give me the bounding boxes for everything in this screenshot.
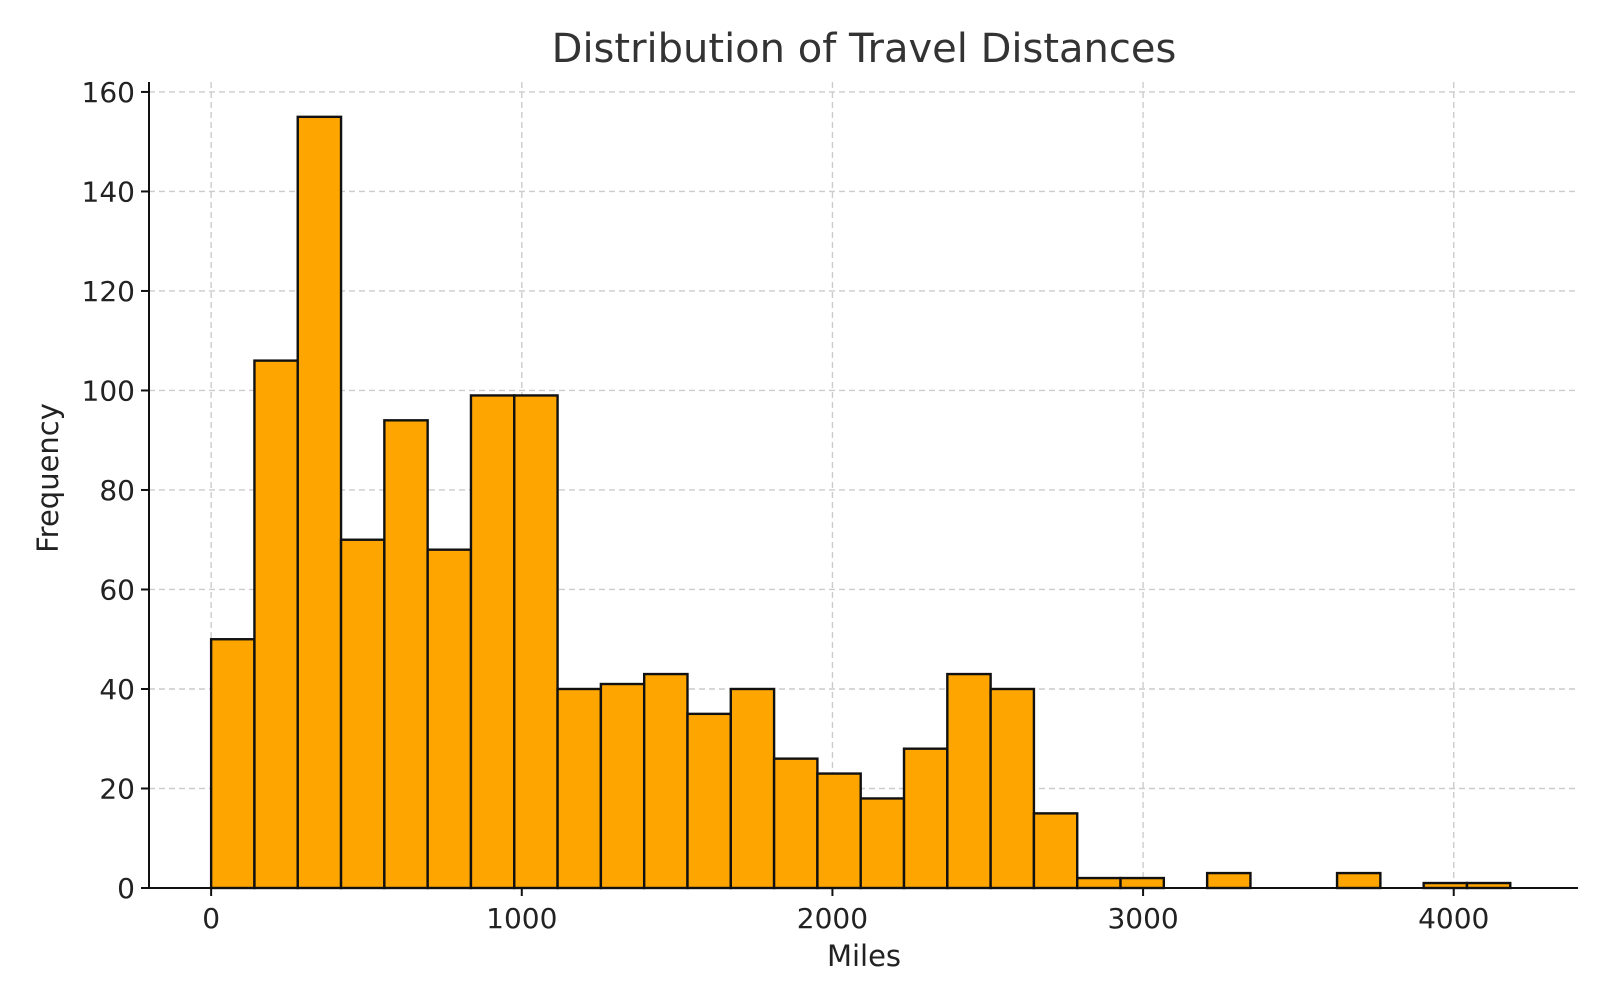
histogram-bar <box>1205 871 1252 890</box>
histogram-bar <box>642 672 689 890</box>
histogram-bar <box>772 757 819 890</box>
y-tick-label: 40 <box>99 673 135 706</box>
x-tick-label: 3000 <box>1107 902 1178 935</box>
histogram-bar <box>816 772 862 890</box>
histogram-bar <box>1335 871 1382 890</box>
x-tick-label: 1000 <box>486 902 557 935</box>
y-tick-label: 160 <box>82 76 135 109</box>
histogram-bar <box>946 672 992 890</box>
axes <box>148 82 1578 889</box>
x-axis-label: Miles <box>827 939 901 973</box>
x-tick-label: 0 <box>202 902 220 935</box>
histogram-bar <box>253 359 299 890</box>
histogram-bar <box>339 538 386 890</box>
histogram-bar <box>859 797 906 890</box>
histogram-bar <box>513 394 559 890</box>
histogram-bar <box>383 419 429 890</box>
histogram-bar <box>209 638 256 890</box>
histogram-bar <box>426 548 473 890</box>
histogram-bar <box>599 682 646 890</box>
y-tick-label: 80 <box>99 474 135 507</box>
x-tick-label: 2000 <box>797 902 868 935</box>
tick-labels: 0 20 40 60 80 100 120 140 160 0 1000 2000 3000 4000 <box>82 76 1490 935</box>
y-axis-label: Frequency <box>31 403 65 553</box>
histogram-bar <box>1119 876 1166 890</box>
histogram-bar <box>989 687 1036 890</box>
histogram-bar <box>902 747 949 890</box>
histogram-bar <box>469 394 516 890</box>
histogram-bar <box>729 687 776 890</box>
y-tick-label: 0 <box>117 872 135 905</box>
y-tick-label: 20 <box>99 772 135 805</box>
grid <box>149 82 1578 889</box>
histogram-bar <box>1076 876 1122 890</box>
histogram-bar <box>556 687 603 890</box>
y-tick-label: 100 <box>82 374 135 407</box>
y-tick-label: 120 <box>82 275 135 308</box>
y-tick-label: 140 <box>82 175 135 208</box>
histogram-bar <box>686 712 732 890</box>
x-tick-label: 4000 <box>1418 902 1489 935</box>
y-tick-label: 60 <box>99 573 135 606</box>
histogram-bar <box>296 115 343 890</box>
chart-title: Distribution of Travel Distances <box>552 26 1177 72</box>
histogram-bar <box>1032 812 1079 890</box>
bars <box>209 115 1512 890</box>
